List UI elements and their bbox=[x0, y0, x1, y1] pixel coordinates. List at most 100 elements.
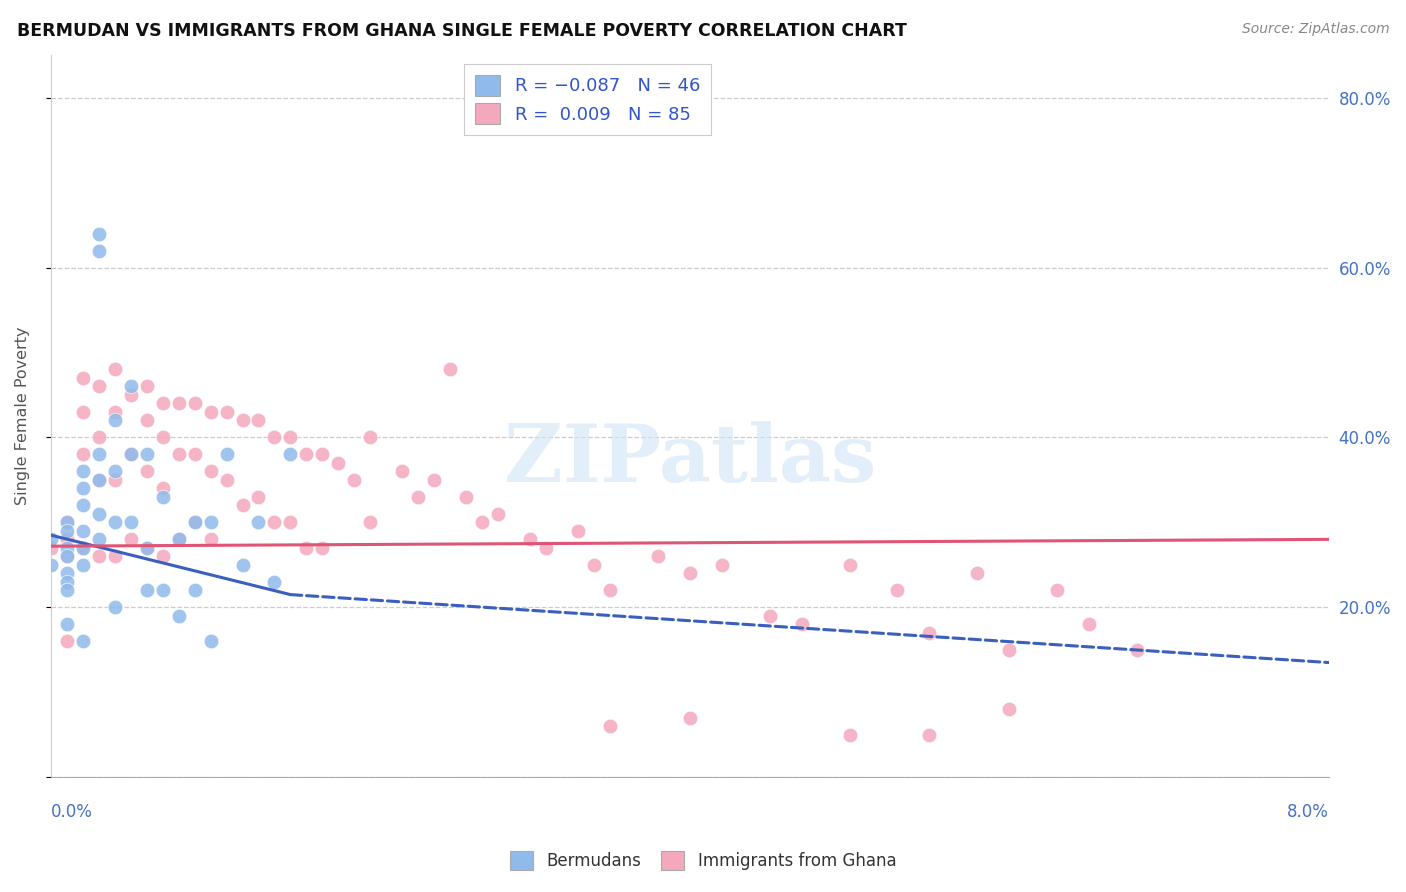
Point bbox=[56, 524, 79, 538]
Point bbox=[87, 447, 110, 461]
Point bbox=[918, 728, 941, 742]
Point bbox=[104, 464, 127, 478]
Point bbox=[231, 499, 253, 513]
Point bbox=[534, 541, 557, 555]
Point bbox=[215, 447, 238, 461]
Point bbox=[167, 533, 190, 547]
Point bbox=[87, 473, 110, 487]
Point bbox=[486, 507, 509, 521]
Point bbox=[56, 516, 79, 530]
Point bbox=[200, 516, 222, 530]
Point bbox=[39, 541, 62, 555]
Point bbox=[87, 507, 110, 521]
Point bbox=[471, 516, 494, 530]
Text: Source: ZipAtlas.com: Source: ZipAtlas.com bbox=[1241, 22, 1389, 37]
Point bbox=[104, 413, 127, 427]
Point bbox=[167, 447, 190, 461]
Point bbox=[56, 617, 79, 632]
Point bbox=[56, 574, 79, 589]
Point bbox=[1126, 642, 1149, 657]
Point bbox=[423, 473, 446, 487]
Point bbox=[200, 405, 222, 419]
Point bbox=[311, 447, 333, 461]
Point bbox=[120, 447, 142, 461]
Point bbox=[231, 413, 253, 427]
Point bbox=[183, 516, 205, 530]
Text: BERMUDAN VS IMMIGRANTS FROM GHANA SINGLE FEMALE POVERTY CORRELATION CHART: BERMUDAN VS IMMIGRANTS FROM GHANA SINGLE… bbox=[17, 22, 907, 40]
Point bbox=[72, 558, 94, 572]
Point bbox=[120, 516, 142, 530]
Point bbox=[56, 533, 79, 547]
Point bbox=[39, 533, 62, 547]
Point bbox=[87, 430, 110, 444]
Point bbox=[247, 516, 270, 530]
Point bbox=[918, 625, 941, 640]
Point bbox=[359, 516, 381, 530]
Point bbox=[56, 516, 79, 530]
Point bbox=[200, 634, 222, 648]
Point bbox=[56, 566, 79, 581]
Point bbox=[280, 430, 302, 444]
Point bbox=[135, 379, 157, 393]
Point bbox=[120, 379, 142, 393]
Point bbox=[72, 541, 94, 555]
Point bbox=[104, 600, 127, 615]
Point bbox=[1046, 583, 1069, 598]
Point bbox=[295, 447, 318, 461]
Point bbox=[152, 490, 174, 504]
Point bbox=[343, 473, 366, 487]
Point bbox=[104, 549, 127, 564]
Point bbox=[247, 490, 270, 504]
Point bbox=[135, 541, 157, 555]
Point bbox=[183, 583, 205, 598]
Point bbox=[120, 533, 142, 547]
Point bbox=[72, 447, 94, 461]
Y-axis label: Single Female Poverty: Single Female Poverty bbox=[15, 327, 30, 506]
Text: 8.0%: 8.0% bbox=[1286, 803, 1329, 821]
Point bbox=[183, 516, 205, 530]
Point bbox=[183, 396, 205, 410]
Point bbox=[263, 516, 285, 530]
Point bbox=[87, 379, 110, 393]
Point bbox=[838, 558, 860, 572]
Point bbox=[135, 541, 157, 555]
Point bbox=[280, 447, 302, 461]
Point bbox=[582, 558, 605, 572]
Point bbox=[152, 396, 174, 410]
Point bbox=[215, 473, 238, 487]
Point bbox=[152, 430, 174, 444]
Point bbox=[72, 524, 94, 538]
Point bbox=[104, 473, 127, 487]
Point bbox=[167, 396, 190, 410]
Point bbox=[104, 405, 127, 419]
Point bbox=[104, 362, 127, 376]
Point bbox=[56, 583, 79, 598]
Point bbox=[998, 642, 1021, 657]
Point bbox=[120, 388, 142, 402]
Point bbox=[647, 549, 669, 564]
Point bbox=[39, 558, 62, 572]
Text: 0.0%: 0.0% bbox=[51, 803, 93, 821]
Legend: R = −0.087   N = 46, R =  0.009   N = 85: R = −0.087 N = 46, R = 0.009 N = 85 bbox=[464, 64, 711, 135]
Point bbox=[710, 558, 733, 572]
Point bbox=[56, 541, 79, 555]
Point bbox=[87, 533, 110, 547]
Point bbox=[263, 430, 285, 444]
Point bbox=[152, 549, 174, 564]
Point bbox=[87, 227, 110, 241]
Point bbox=[391, 464, 413, 478]
Point bbox=[56, 549, 79, 564]
Point bbox=[120, 447, 142, 461]
Point bbox=[790, 617, 813, 632]
Text: ZIPatlas: ZIPatlas bbox=[503, 420, 876, 499]
Point bbox=[135, 447, 157, 461]
Point bbox=[87, 549, 110, 564]
Point bbox=[56, 549, 79, 564]
Point bbox=[72, 499, 94, 513]
Point bbox=[295, 541, 318, 555]
Point bbox=[215, 405, 238, 419]
Point bbox=[200, 533, 222, 547]
Point bbox=[72, 634, 94, 648]
Point bbox=[328, 456, 350, 470]
Point bbox=[167, 533, 190, 547]
